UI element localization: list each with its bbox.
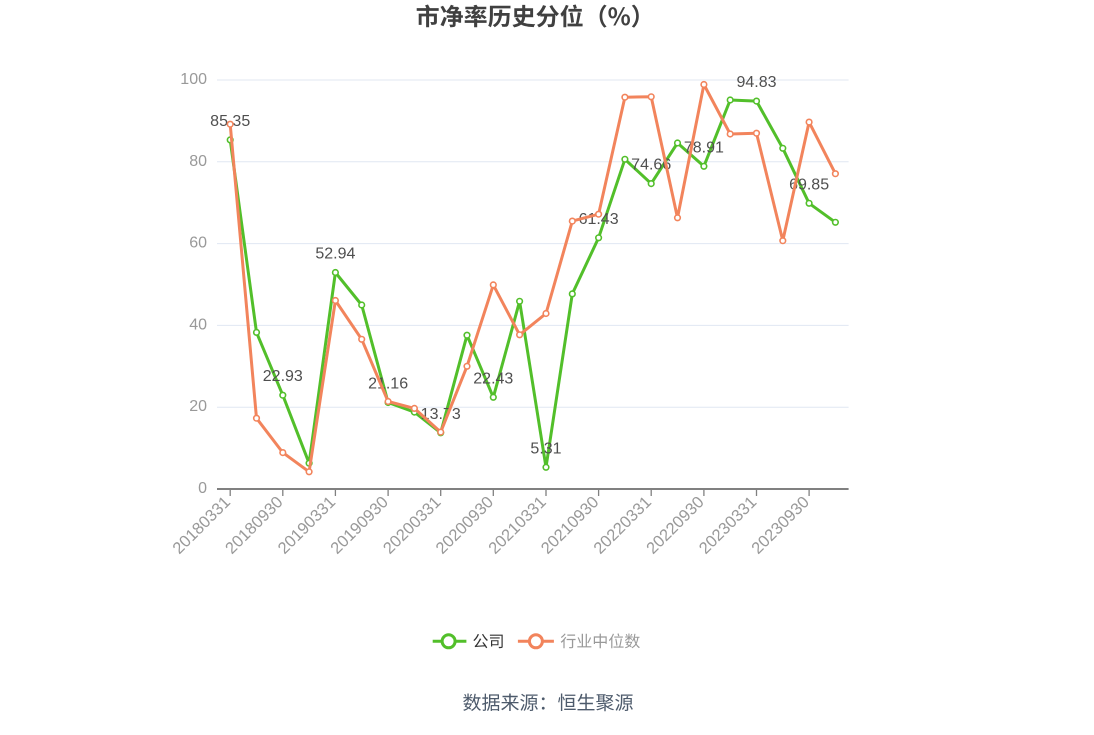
svg-text:61.43: 61.43 <box>579 211 619 228</box>
svg-text:69.85: 69.85 <box>789 176 829 193</box>
svg-text:94.83: 94.83 <box>736 74 776 91</box>
svg-text:22.93: 22.93 <box>263 368 303 385</box>
svg-text:20: 20 <box>189 398 207 415</box>
svg-text:60: 60 <box>189 235 207 252</box>
svg-text:80: 80 <box>189 153 207 170</box>
svg-text:0: 0 <box>198 480 207 497</box>
svg-text:100: 100 <box>180 71 207 88</box>
svg-text:74.66: 74.66 <box>631 157 671 174</box>
svg-text:22.43: 22.43 <box>473 370 513 387</box>
svg-text:5.31: 5.31 <box>530 440 561 457</box>
svg-text:78.91: 78.91 <box>684 139 724 156</box>
svg-text:40: 40 <box>189 316 207 333</box>
svg-text:21.16: 21.16 <box>368 376 408 393</box>
svg-text:52.94: 52.94 <box>315 246 355 263</box>
